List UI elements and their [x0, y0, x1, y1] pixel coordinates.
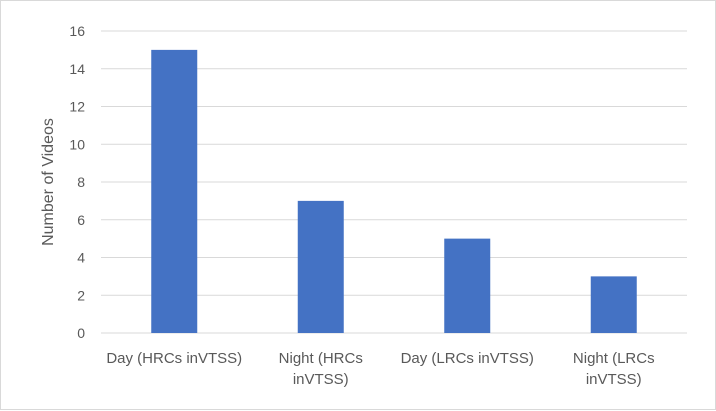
- x-category-label: Night (LRCs inVTSS): [573, 350, 655, 388]
- bar: [444, 238, 491, 333]
- y-tick-label: 0: [77, 325, 85, 341]
- y-tick-label: 12: [69, 99, 85, 115]
- bar: [151, 49, 198, 333]
- y-tick-label: 6: [77, 212, 85, 228]
- x-category-label: Night (HRCs inVTSS): [279, 350, 363, 388]
- gridlines: [101, 30, 687, 334]
- y-tick-label: 16: [69, 23, 85, 39]
- x-category-labels: Day (HRCs inVTSS) Night (HRCs inVTSS) Day (…: [106, 350, 654, 388]
- y-tick-label: 10: [69, 136, 85, 152]
- bar: [590, 276, 637, 333]
- y-tick-label: 2: [77, 287, 85, 303]
- bar: [297, 200, 344, 333]
- y-tick-labels: 0 2 4 6 8 10 12 14 16: [69, 23, 85, 341]
- x-category-label: Day (HRCs inVTSS): [106, 350, 242, 367]
- y-tick-label: 8: [77, 174, 85, 190]
- y-tick-label: 14: [69, 61, 85, 77]
- y-tick-label: 4: [77, 250, 85, 266]
- bars: [151, 49, 637, 333]
- y-axis-title: Number of Videos: [40, 118, 57, 246]
- x-category-label: Day (LRCs inVTSS): [401, 350, 534, 367]
